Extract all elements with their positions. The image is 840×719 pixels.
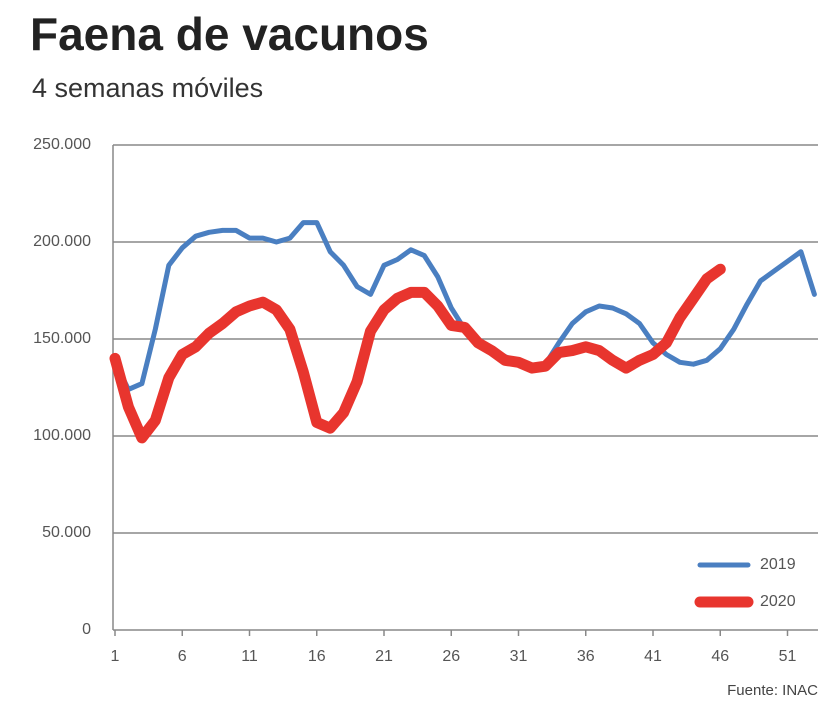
y-tick-label: 250.000: [33, 136, 91, 153]
x-tick-label: 11: [241, 648, 258, 665]
x-tick-label: 1: [111, 648, 120, 665]
x-tick-label: 16: [308, 648, 326, 665]
legend-label: 2019: [760, 556, 796, 573]
x-tick-label: 36: [577, 648, 595, 665]
series-line: [112, 220, 817, 392]
x-tick-label: 6: [178, 648, 187, 665]
x-tick-label: 31: [510, 648, 528, 665]
series-line: [109, 263, 726, 444]
x-tick-label: 26: [442, 648, 460, 665]
x-tick-label: 51: [779, 648, 797, 665]
y-tick-label: 200.000: [33, 233, 91, 250]
x-tick-label: 46: [711, 648, 729, 665]
x-tick-label: 21: [375, 648, 393, 665]
y-tick-label: 100.000: [33, 427, 91, 444]
chart-subtitle: 4 semanas móviles: [32, 73, 263, 103]
legend-label: 2020: [760, 593, 796, 610]
y-tick-label: 50.000: [42, 524, 91, 541]
y-tick-label: 150.000: [33, 330, 91, 347]
chart-title: Faena de vacunos: [30, 8, 429, 60]
x-tick-label: 41: [644, 648, 662, 665]
y-tick-label: 0: [82, 621, 91, 638]
source-note: Fuente: INAC: [727, 682, 818, 699]
